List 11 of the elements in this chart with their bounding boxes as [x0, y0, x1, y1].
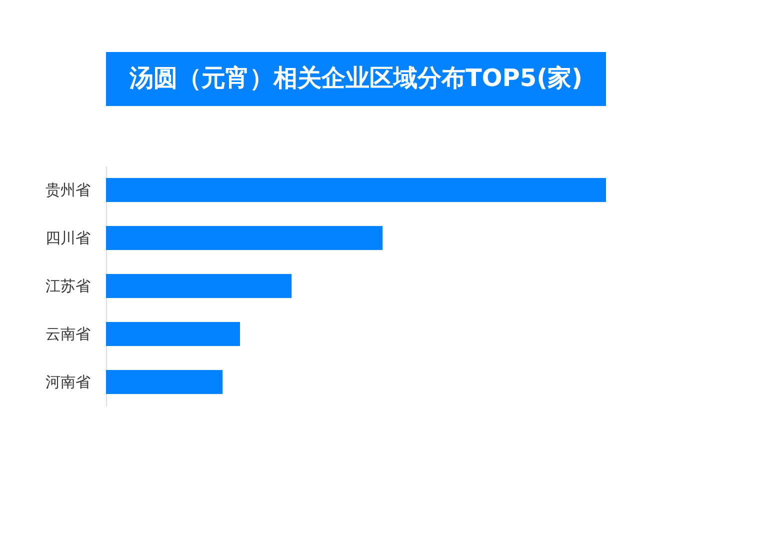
bar	[106, 274, 292, 298]
y-tick-label: 贵州省	[46, 181, 90, 199]
bar	[106, 226, 382, 250]
bar	[106, 322, 240, 346]
bar	[106, 370, 222, 394]
y-tick-label: 云南省	[46, 325, 90, 343]
y-tick-label: 四川省	[46, 229, 90, 247]
bar	[106, 178, 606, 202]
chart-title: 汤圆（元宵）相关企业区域分布TOP5(家)	[128, 64, 582, 92]
y-tick-label: 江苏省	[46, 277, 90, 295]
y-tick-label: 河南省	[46, 373, 90, 391]
